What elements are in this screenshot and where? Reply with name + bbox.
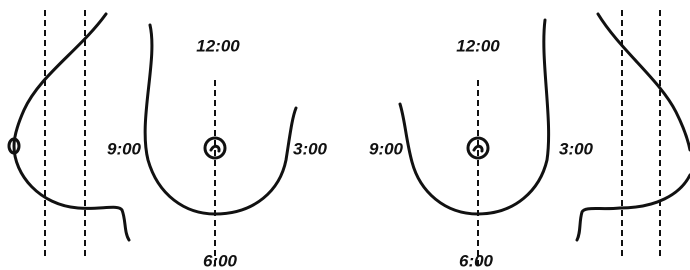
profile-outline <box>577 14 690 240</box>
clock-label: 3:00 <box>559 139 594 158</box>
left-side-profile <box>9 10 129 258</box>
right-side-profile <box>577 10 690 258</box>
clock-label: 12:00 <box>196 36 240 55</box>
profile-outline <box>14 14 129 240</box>
diagram: 12:00 9:00 3:00 6:00 12:00 9:00 3:00 6:0… <box>0 0 690 270</box>
clock-label: 6:00 <box>203 251 238 270</box>
right-front-view: 12:00 9:00 3:00 6:00 <box>369 20 594 270</box>
left-front-view: 12:00 9:00 3:00 6:00 <box>107 25 328 270</box>
clock-label: 9:00 <box>369 139 404 158</box>
clock-label: 3:00 <box>293 139 328 158</box>
clock-label: 12:00 <box>456 36 500 55</box>
clock-label: 6:00 <box>459 251 494 270</box>
clock-label: 9:00 <box>107 139 142 158</box>
